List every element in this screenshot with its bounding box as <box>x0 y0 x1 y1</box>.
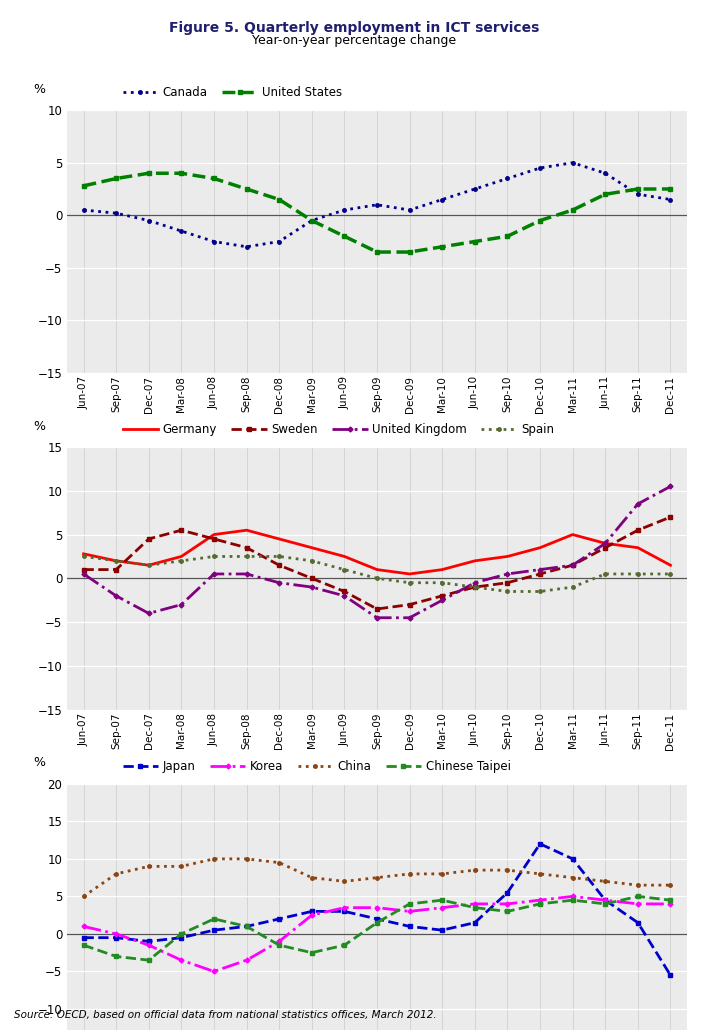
Text: Year-on-year percentage change: Year-on-year percentage change <box>252 34 456 47</box>
Legend: Japan, Korea, China, Chinese Taipei: Japan, Korea, China, Chinese Taipei <box>122 760 511 772</box>
Text: Source: OECD, based on official data from national statistics offices, March 201: Source: OECD, based on official data fro… <box>14 1009 437 1020</box>
Legend: Canada, United States: Canada, United States <box>122 87 342 99</box>
Legend: Germany, Sweden, United Kingdom, Spain: Germany, Sweden, United Kingdom, Spain <box>122 423 554 436</box>
Text: Figure 5. Quarterly employment in ICT services: Figure 5. Quarterly employment in ICT se… <box>169 21 539 35</box>
Text: %: % <box>33 756 45 769</box>
Text: %: % <box>33 82 45 96</box>
Text: %: % <box>33 419 45 433</box>
